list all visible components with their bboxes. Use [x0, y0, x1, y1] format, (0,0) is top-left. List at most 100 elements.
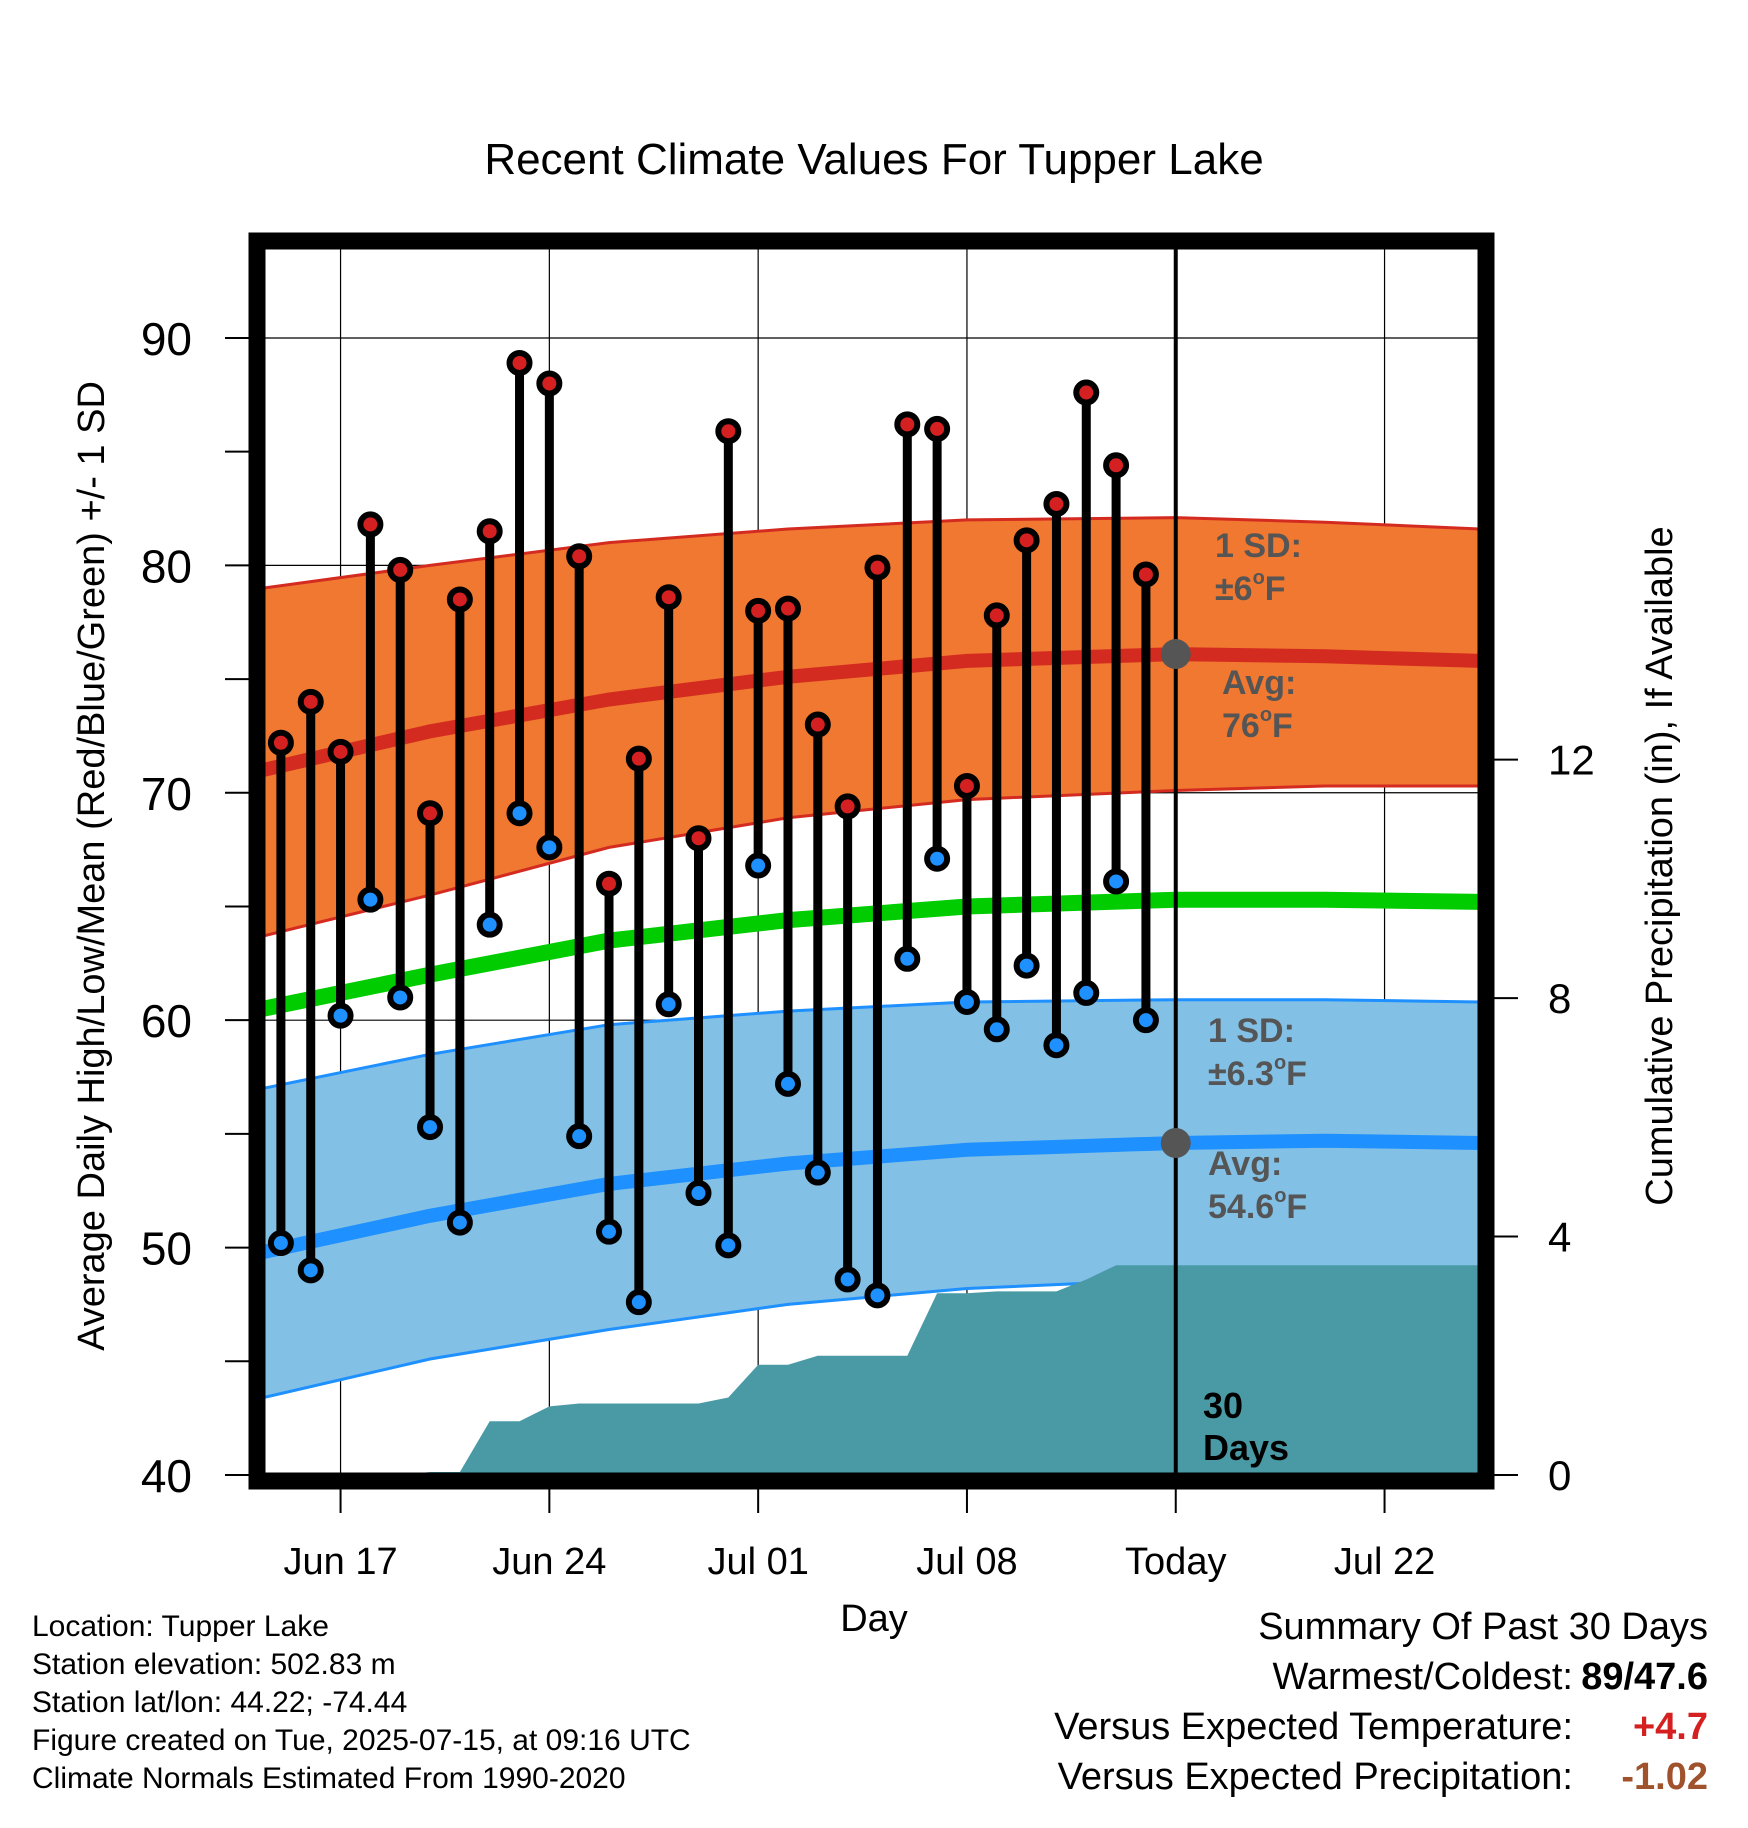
location-text: Location: Tupper Lake: [32, 1610, 329, 1643]
high-avg-annotation-value: 76: [1222, 707, 1260, 745]
normals-period-text: Climate Normals Estimated From 1990-2020: [32, 1762, 626, 1795]
low-avg-annotation-line2: 54.6oF: [1208, 1185, 1307, 1226]
high-temp-point: [924, 415, 951, 442]
low-avg-annotation-degree: o: [1274, 1185, 1286, 1207]
high-avg-annotation-line1: Avg:: [1222, 664, 1296, 702]
high-temp-point: [774, 595, 801, 622]
x-tick-label: Today: [1125, 1541, 1226, 1583]
temp-departure-label: Versus Expected Temperature:: [1054, 1706, 1573, 1748]
high-temp-point: [417, 800, 444, 827]
y-axis-label-left: Average Daily High/Low/Mean (Red/Blue/Gr…: [71, 381, 113, 1351]
low-sd-annotation-line2: ±6.3oF: [1208, 1052, 1307, 1093]
y-tick-label-right: 4: [1548, 1214, 1571, 1261]
y-tick-label-right: 8: [1548, 975, 1571, 1022]
low-temp-point: [566, 1123, 593, 1150]
low-temp-point: [834, 1266, 861, 1293]
high-sd-annotation-line2: ±6oF: [1215, 567, 1286, 608]
high-temp-point: [297, 688, 324, 715]
low-temp-point: [446, 1209, 473, 1236]
low-temp-point: [774, 1070, 801, 1097]
high-sd-upper-line: [263, 516, 1480, 590]
low-temp-point: [596, 1218, 623, 1245]
low-avg-annotation-line1: Avg:: [1208, 1145, 1282, 1183]
high-temp-point: [1073, 379, 1100, 406]
low-sd-annotation-unit: F: [1286, 1055, 1307, 1093]
high-temp-point: [864, 554, 891, 581]
high-temp-point: [596, 870, 623, 897]
low-temp-point: [267, 1230, 294, 1257]
created-text: Figure created on Tue, 2025-07-15, at 09…: [32, 1724, 691, 1757]
plot-clipped-group: [263, 247, 1480, 1475]
high-temp-point: [446, 586, 473, 613]
low-temp-point: [983, 1016, 1010, 1043]
y-tick-label-left: 40: [141, 1450, 192, 1502]
chart-title: Recent Climate Values For Tupper Lake: [484, 135, 1263, 184]
summary-panel: Summary Of Past 30 Days Warmest/Coldest:…: [900, 1608, 1708, 1808]
high-avg-annotation-unit: F: [1272, 707, 1293, 745]
y-tick-label-left: 80: [141, 540, 192, 592]
y-tick-label-left: 60: [141, 995, 192, 1047]
low-temp-point: [417, 1114, 444, 1141]
high-temp-point: [953, 772, 980, 799]
low-temp-point: [953, 988, 980, 1015]
warm-cold-value: 89/47.6: [1581, 1658, 1708, 1696]
low-temp-point: [1073, 979, 1100, 1006]
high-temp-point: [387, 556, 414, 583]
low-temp-point: [894, 945, 921, 972]
x-tick-label: Jul 01: [707, 1541, 808, 1583]
y-tick-label-left: 70: [141, 768, 192, 820]
warm-cold-label: Warmest/Coldest:: [1272, 1656, 1573, 1698]
low-temp-point: [804, 1159, 831, 1186]
low-sd-annotation-degree: o: [1274, 1052, 1286, 1074]
high-temp-point: [625, 745, 652, 772]
high-temp-point: [1043, 490, 1070, 517]
high-temp-point: [267, 729, 294, 756]
high-sd-annotation-unit: F: [1265, 570, 1286, 608]
low-temp-point: [476, 911, 503, 938]
low-temp-point: [506, 800, 533, 827]
precip-area: [340, 1265, 1480, 1475]
low-avg-annotation-unit: F: [1286, 1188, 1307, 1226]
x-tick-label: Jun 17: [284, 1541, 398, 1583]
high-temp-point: [685, 825, 712, 852]
coldest-value: /47.6: [1623, 1656, 1708, 1698]
high-temp-point: [1132, 561, 1159, 588]
low-temp-point: [1043, 1032, 1070, 1059]
low-avg-annotation-value: 54.6: [1208, 1188, 1274, 1226]
y-tick-label-left: 90: [141, 313, 192, 365]
low-temp-point: [655, 991, 682, 1018]
precip-departure-value: -1.02: [1621, 1756, 1708, 1798]
y-tick-label-left: 50: [141, 1223, 192, 1275]
high-temp-point: [566, 543, 593, 570]
high-temp-point: [357, 511, 384, 538]
y-tick-label-right: 12: [1548, 737, 1595, 784]
precip-departure-label: Versus Expected Precipitation:: [1057, 1756, 1573, 1798]
high-temp-point: [536, 370, 563, 397]
low-sd-annotation-value: ±6.3: [1208, 1055, 1274, 1093]
low-temp-point: [387, 984, 414, 1011]
latlon-text: Station lat/lon: 44.22; -74.44: [32, 1686, 408, 1719]
x-tick-label: Jul 22: [1334, 1541, 1435, 1583]
window-label-unit: Days: [1203, 1427, 1289, 1468]
low-temp-point: [327, 1002, 354, 1029]
low-temp-point: [924, 845, 951, 872]
high-sd-annotation-line1: 1 SD:: [1215, 527, 1302, 565]
low-temp-point: [685, 1180, 712, 1207]
low-temp-point: [1132, 1007, 1159, 1034]
high-temp-point: [655, 584, 682, 611]
low-temp-point: [1013, 952, 1040, 979]
station-metadata: Location: Tupper Lake Station elevation:…: [32, 1608, 691, 1798]
low-temp-point: [715, 1232, 742, 1259]
y-axis-label-right: Cumulative Precipitation (in), If Availa…: [1639, 526, 1681, 1205]
high-temp-point: [1013, 527, 1040, 554]
high-sd-annotation-value: ±6: [1215, 570, 1253, 608]
elevation-text: Station elevation: 502.83 m: [32, 1648, 396, 1681]
low-temp-point: [1103, 868, 1130, 895]
high-temp-point: [506, 349, 533, 376]
high-temp-point: [894, 411, 921, 438]
plot-frame: [248, 232, 1495, 1490]
window-label-number: 30: [1203, 1385, 1243, 1426]
high-temp-point: [1103, 452, 1130, 479]
high-temp-point: [715, 418, 742, 445]
